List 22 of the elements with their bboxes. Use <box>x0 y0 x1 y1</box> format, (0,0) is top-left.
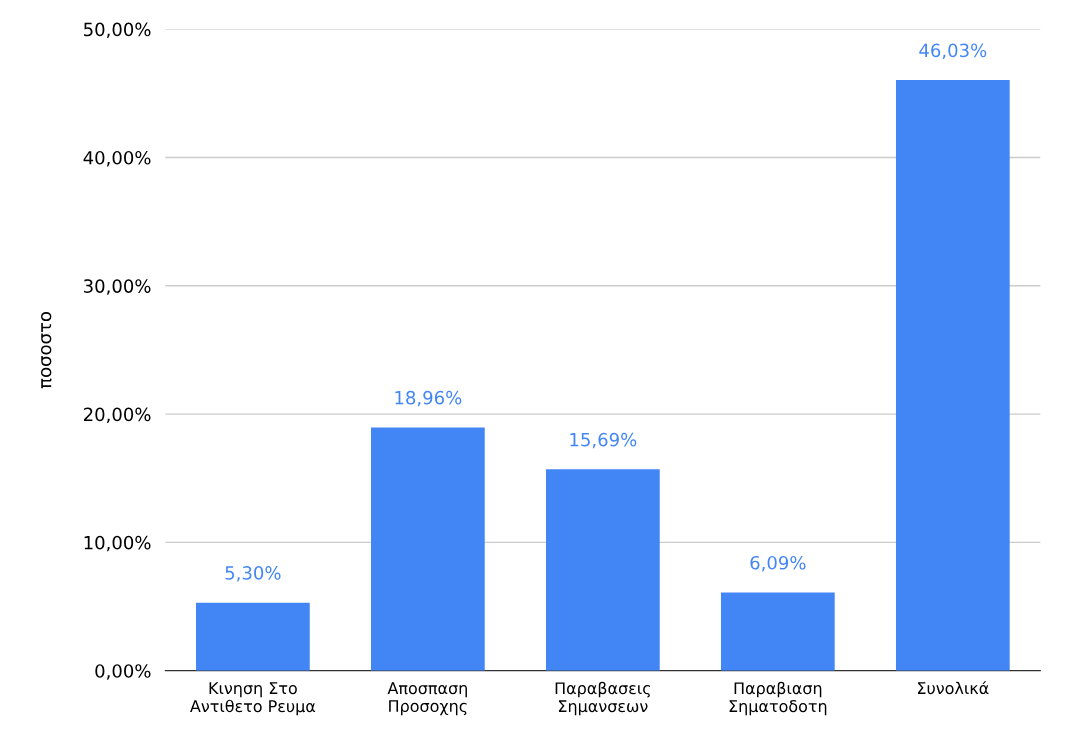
data-label: 6,09% <box>750 555 806 572</box>
y-tick-label: 50,00% <box>84 22 151 39</box>
bar <box>895 80 1010 671</box>
y-tick-label: 0,00% <box>95 664 151 680</box>
x-tick-label: Αποσπαση Προσοχης <box>387 682 467 716</box>
y-tick-label: 10,00% <box>84 535 151 552</box>
bar <box>720 592 835 671</box>
x-tick-label: Παραβιαση Σηματοδοτη <box>729 681 827 716</box>
y-tick-label: 40,00% <box>83 150 151 167</box>
x-tick-label: Συνολικά <box>917 681 989 695</box>
y-tick-label: 20,00% <box>83 407 151 424</box>
bar <box>371 427 485 671</box>
data-label: 15,69% <box>570 432 637 449</box>
data-label: 46,03% <box>919 43 987 59</box>
x-tick-label: Κινηση Στο Αντιθετο Ρευμα <box>190 682 316 716</box>
data-label: 18,96% <box>395 390 462 407</box>
y-tick-label: 30,00% <box>84 279 151 295</box>
y-axis-title: ποσοστο <box>41 312 52 389</box>
bar <box>196 602 310 671</box>
bar <box>545 469 660 671</box>
x-tick-label: Παραβασεις Σημανσεων <box>555 681 650 716</box>
data-label: 5,30% <box>225 566 281 582</box>
